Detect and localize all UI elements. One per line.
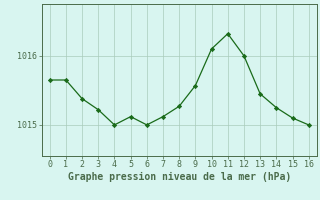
- X-axis label: Graphe pression niveau de la mer (hPa): Graphe pression niveau de la mer (hPa): [68, 172, 291, 182]
